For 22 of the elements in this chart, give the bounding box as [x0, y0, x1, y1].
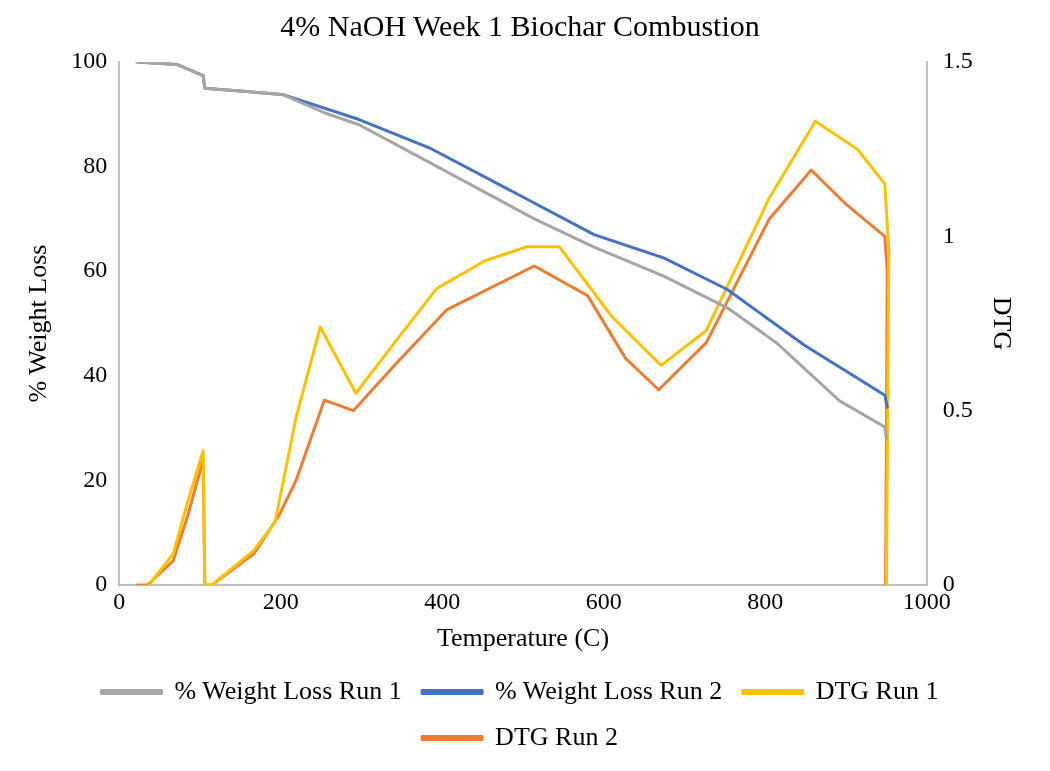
legend-label: DTG Run 1: [815, 675, 939, 705]
legend-label: DTG Run 2: [495, 721, 618, 751]
x-tick-label: 800: [747, 587, 784, 614]
y-tick-label: 80: [83, 151, 108, 178]
y-tick-label: 100: [71, 47, 108, 74]
legend-label: % Weight Loss Run 2: [495, 675, 723, 705]
y-tick-label: 60: [83, 256, 108, 283]
x-tick-label: 0: [113, 587, 126, 614]
y2-tick-label: 1: [942, 221, 955, 248]
y-axis-title: % Weight Loss: [23, 244, 53, 403]
y2-tick-label: 1.5: [942, 47, 973, 74]
y-tick-label: 40: [83, 361, 108, 388]
x-tick-label: 200: [262, 587, 299, 614]
x-tick-label: 600: [585, 587, 622, 614]
chart-title: 4% NaOH Week 1 Biochar Combustion: [280, 8, 760, 42]
x-tick-label: 400: [424, 587, 461, 614]
y-tick-label: 20: [83, 465, 108, 492]
y2-tick-label: 0.5: [942, 395, 973, 422]
x-axis-title: Temperature (C): [436, 623, 610, 653]
y-tick-label: 0: [95, 570, 108, 597]
y2-axis-title: DTG: [987, 296, 1017, 351]
legend-label: % Weight Loss Run 1: [174, 675, 402, 705]
